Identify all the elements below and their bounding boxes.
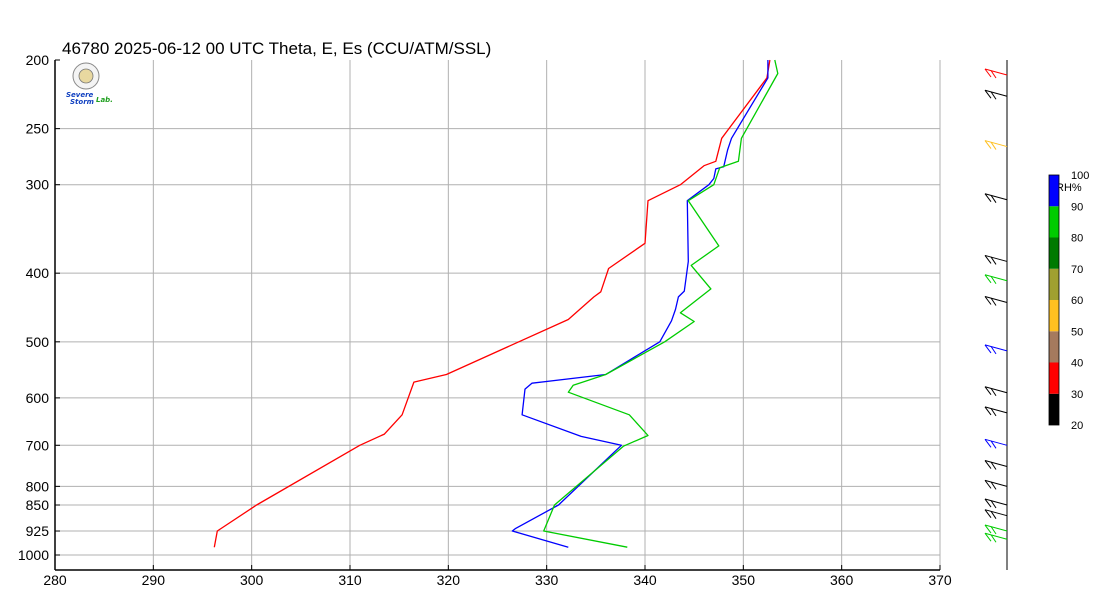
colorbar-tick-label: 50 xyxy=(1071,326,1083,338)
wind-barb xyxy=(984,254,1008,265)
y-tick-label: 700 xyxy=(26,437,50,453)
x-tick-label: 320 xyxy=(437,572,461,588)
wind-barb xyxy=(984,344,1008,355)
colorbar-swatch xyxy=(1049,300,1059,332)
x-tick-label: 330 xyxy=(535,572,559,588)
colorbar-tick-label: 100 xyxy=(1071,170,1089,182)
wind-barb xyxy=(984,140,1008,150)
wind-barb xyxy=(984,386,1008,396)
theta-es-line xyxy=(543,59,779,548)
y-tick-label: 850 xyxy=(26,497,50,513)
colorbar-tick-label: 40 xyxy=(1071,358,1083,370)
colorbar-swatch xyxy=(1049,331,1059,363)
axes xyxy=(54,60,940,571)
wind-barb xyxy=(984,274,1008,285)
colorbar-swatch xyxy=(1049,362,1059,394)
y-tick-label: 200 xyxy=(26,52,50,68)
colorbar-tick-label: 60 xyxy=(1071,295,1083,307)
rh-colorbar: RH% 20 30 40 50 60 70 80 90 100 xyxy=(1048,170,1089,432)
y-axis-ticks: 200 250 300 400 500 600 700 800 850 925 1000 xyxy=(18,52,60,563)
wind-barb xyxy=(984,509,1008,519)
y-tick-label: 1000 xyxy=(18,547,49,563)
colorbar-tick-label: 20 xyxy=(1071,420,1083,432)
wind-barb xyxy=(984,524,1008,535)
theta-line xyxy=(213,59,771,548)
wind-barb xyxy=(984,479,1008,490)
logo-text-lab: Lab. xyxy=(96,96,113,104)
wind-barb xyxy=(984,532,1008,543)
colorbar-tick-label: 80 xyxy=(1071,233,1083,245)
grid xyxy=(55,60,941,570)
y-tick-label: 300 xyxy=(26,177,50,193)
colorbar-swatch xyxy=(1049,206,1059,238)
x-tick-label: 280 xyxy=(43,572,67,588)
wind-barb xyxy=(984,68,1008,79)
colorbar-swatch xyxy=(1049,268,1059,300)
x-tick-label: 340 xyxy=(633,572,657,588)
colorbar-tick-label: 30 xyxy=(1071,389,1083,401)
colorbar-tick-label: 70 xyxy=(1071,264,1083,276)
y-tick-label: 600 xyxy=(26,390,50,406)
y-tick-label: 500 xyxy=(26,334,50,350)
wind-barb xyxy=(984,296,1008,306)
x-axis-ticks: 280 290 300 310 320 330 340 350 360 370 xyxy=(43,565,952,588)
wind-barb-panel xyxy=(984,60,1008,570)
x-tick-label: 300 xyxy=(240,572,264,588)
series-group xyxy=(213,59,779,548)
colorbar-label: RH% xyxy=(1056,182,1082,194)
logo-text-severe: Severe xyxy=(66,91,94,99)
wind-barb xyxy=(984,498,1008,509)
wind-barb xyxy=(984,460,1008,470)
wind-barb xyxy=(984,438,1008,449)
y-tick-label: 250 xyxy=(26,121,50,137)
y-tick-label: 400 xyxy=(26,265,50,281)
colorbar-frame xyxy=(1048,174,1060,426)
x-tick-label: 310 xyxy=(338,572,362,588)
x-tick-label: 290 xyxy=(142,572,166,588)
lab-logo: Severe Storm Lab. xyxy=(66,62,113,106)
wind-barb xyxy=(984,89,1008,100)
x-tick-label: 350 xyxy=(732,572,756,588)
y-tick-label: 800 xyxy=(26,478,50,494)
wind-barb xyxy=(984,193,1008,203)
colorbar-swatch xyxy=(1049,393,1059,425)
y-tick-label: 925 xyxy=(26,523,50,539)
colorbar-swatch xyxy=(1049,237,1059,269)
colorbar-swatch xyxy=(1049,175,1059,207)
x-tick-label: 360 xyxy=(830,572,854,588)
colorbar-tick-label: 90 xyxy=(1071,201,1083,213)
x-tick-label: 370 xyxy=(928,572,952,588)
logo-seal-inner-icon xyxy=(78,68,94,84)
chart-title: 46780 2025-06-12 00 UTC Theta, E, Es (CC… xyxy=(62,39,491,58)
wind-barb xyxy=(984,406,1008,417)
logo-text-storm: Storm xyxy=(70,98,94,106)
